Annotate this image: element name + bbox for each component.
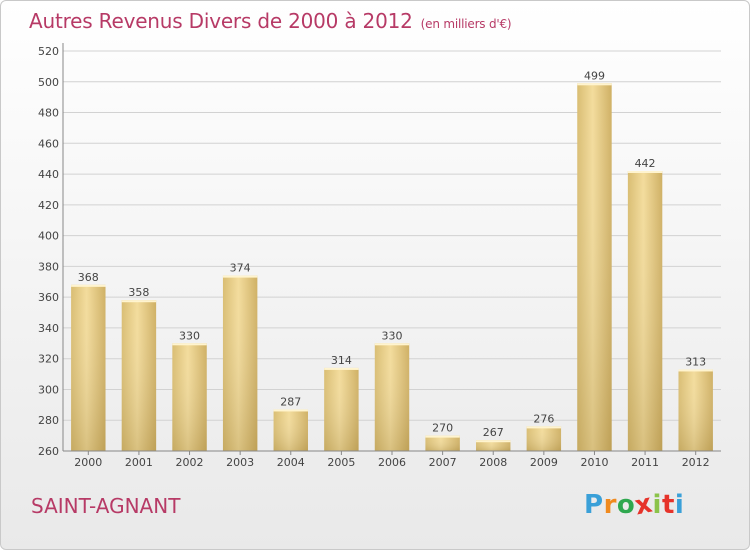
logo-letter: r bbox=[603, 490, 617, 520]
bar-shade bbox=[526, 426, 562, 451]
data-label: 276 bbox=[533, 412, 554, 425]
bar-shade bbox=[577, 83, 612, 452]
bar-shade bbox=[273, 409, 308, 451]
bar-shade bbox=[374, 343, 410, 451]
logo-letter: t bbox=[661, 490, 675, 520]
chart-title-text: Autres Revenus Divers de 2000 à 2012 bbox=[29, 9, 413, 33]
bar-shade bbox=[324, 367, 359, 451]
bar-shade bbox=[425, 435, 460, 451]
bar-shade bbox=[678, 369, 713, 451]
bar-top-highlight bbox=[121, 300, 157, 303]
y-tick-label: 360 bbox=[38, 291, 59, 304]
x-tick-label: 2006 bbox=[378, 456, 406, 469]
y-tick-label: 440 bbox=[38, 168, 59, 181]
logo-letter: i bbox=[674, 490, 685, 520]
bar-top-highlight bbox=[222, 275, 258, 278]
commune-name: SAINT-AGNANT bbox=[31, 494, 181, 518]
x-tick-label: 2001 bbox=[125, 456, 153, 469]
axes bbox=[62, 43, 721, 455]
y-tick-label: 520 bbox=[38, 45, 59, 58]
bar-top-highlight bbox=[324, 367, 359, 370]
x-tick-label: 2008 bbox=[479, 456, 507, 469]
logo-letter: o bbox=[616, 490, 636, 520]
x-tick-label: 2007 bbox=[429, 456, 457, 469]
data-label: 374 bbox=[230, 262, 251, 275]
chart-subtitle: (en milliers d'€) bbox=[420, 17, 512, 31]
logo-letter: i bbox=[652, 490, 662, 520]
bar-top-highlight bbox=[526, 426, 562, 429]
y-tick-label: 380 bbox=[38, 260, 59, 273]
bar-top-highlight bbox=[476, 440, 511, 443]
x-tick-label: 2010 bbox=[580, 456, 608, 469]
x-tick-label: 2005 bbox=[327, 456, 355, 469]
y-tick-label: 280 bbox=[38, 414, 59, 427]
labels: 260 280 300 320 340 360 380 400 420 440 460 480 500 5… bbox=[38, 45, 710, 469]
bar-top-highlight bbox=[577, 83, 612, 86]
bar-shade bbox=[222, 275, 258, 451]
proxiti-logo: Proxiti bbox=[584, 489, 685, 522]
data-label: 499 bbox=[584, 69, 605, 82]
x-tick-label: 2003 bbox=[226, 456, 254, 469]
x-tick-label: 2000 bbox=[74, 456, 102, 469]
data-label: 368 bbox=[78, 271, 99, 284]
y-tick-label: 320 bbox=[38, 353, 59, 366]
y-tick-label: 340 bbox=[38, 322, 59, 335]
data-label: 314 bbox=[331, 354, 352, 367]
data-label: 270 bbox=[432, 422, 453, 435]
data-label: 287 bbox=[280, 395, 301, 408]
bar-shade bbox=[71, 284, 106, 451]
bar-shade bbox=[172, 343, 207, 451]
bar-top-highlight bbox=[678, 369, 713, 372]
bar-top-highlight bbox=[627, 171, 663, 173]
y-tick-label: 460 bbox=[38, 137, 59, 150]
data-label: 442 bbox=[635, 157, 656, 170]
bar-top-highlight bbox=[273, 409, 308, 412]
x-tick-label: 2004 bbox=[277, 456, 305, 469]
data-label: 358 bbox=[128, 286, 149, 299]
data-label: 330 bbox=[179, 329, 200, 342]
y-tick-label: 500 bbox=[38, 76, 59, 89]
chart-title: Autres Revenus Divers de 2000 à 2012 (en … bbox=[29, 9, 512, 33]
bar-top-highlight bbox=[425, 435, 460, 438]
y-tick-label: 400 bbox=[38, 230, 59, 243]
logo-letter: P bbox=[584, 490, 604, 520]
x-tick-label: 2011 bbox=[631, 456, 659, 469]
bar-top-highlight bbox=[374, 343, 410, 346]
bar-top-highlight bbox=[172, 343, 207, 346]
bar-shade bbox=[121, 300, 157, 451]
bar-top-highlight bbox=[71, 284, 106, 287]
bars bbox=[71, 83, 713, 452]
data-label: 330 bbox=[382, 329, 403, 342]
y-tick-label: 260 bbox=[38, 445, 59, 458]
y-tick-label: 300 bbox=[38, 383, 59, 396]
y-tick-label: 480 bbox=[38, 107, 59, 120]
x-tick-label: 2009 bbox=[530, 456, 558, 469]
x-tick-label: 2002 bbox=[176, 456, 204, 469]
x-tick-label: 2012 bbox=[682, 456, 710, 469]
y-tick-label: 420 bbox=[38, 199, 59, 212]
data-label: 313 bbox=[685, 355, 706, 368]
data-label: 267 bbox=[483, 426, 504, 439]
bar-shade bbox=[627, 171, 663, 451]
bar-shade bbox=[476, 440, 511, 451]
